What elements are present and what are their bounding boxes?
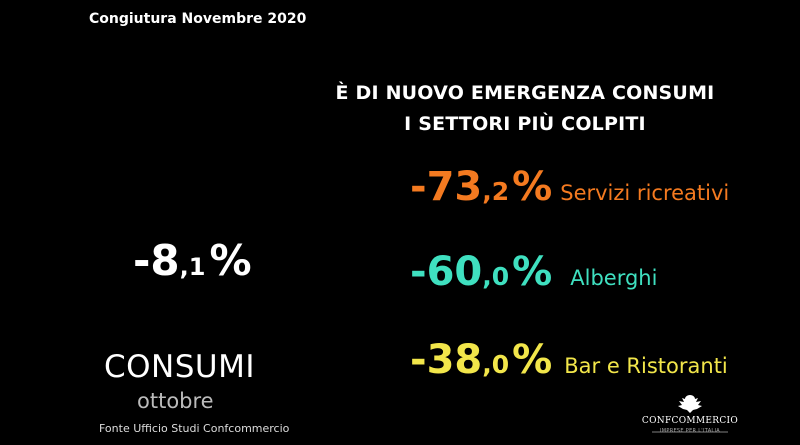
sector-value-dec: ,0: [482, 350, 510, 379]
sector-label: Servizi ricreativi: [560, 181, 730, 205]
logo-name: CONFCOMMERCIO: [641, 416, 739, 426]
source-note: Fonte Ufficio Studi Confcommercio: [99, 422, 290, 435]
logo-tagline: IMPRESE PER L'ITALIA: [660, 428, 720, 434]
sector-value-pct: %: [512, 164, 553, 210]
overall-consumption-stat: -8 ,1 %: [133, 236, 252, 285]
period-label: ottobre: [137, 389, 214, 413]
sector-row-bar-ristoranti: -38 ,0 % Bar e Ristoranti: [410, 337, 728, 383]
sector-label: Bar e Ristoranti: [564, 354, 728, 378]
confcommercio-eagle-icon: [652, 395, 728, 433]
sector-label: Alberghi: [570, 266, 658, 290]
sector-value-pct: %: [512, 249, 553, 295]
headline-line-2: I SETTORI PIÙ COLPITI: [404, 113, 646, 135]
sector-row-servizi: -73 ,2 % Servizi ricreativi: [410, 164, 729, 210]
sector-value-int: -73: [410, 164, 483, 210]
overall-value-pct: %: [209, 236, 252, 285]
sector-value-int: -60: [410, 249, 483, 295]
sector-row-alberghi: -60 ,0 % Alberghi: [410, 249, 657, 295]
sector-value-int: -38: [410, 337, 483, 383]
sector-value-dec: ,0: [482, 262, 510, 291]
headline-line-1: È DI NUOVO EMERGENZA CONSUMI: [335, 82, 715, 104]
report-title: Congiutura Novembre 2020: [89, 11, 307, 27]
sector-value-dec: ,2: [482, 177, 510, 206]
headline: È DI NUOVO EMERGENZA CONSUMI I SETTORI P…: [320, 78, 730, 140]
overall-value-dec: ,1: [179, 253, 206, 281]
consumi-title: CONSUMI: [104, 349, 255, 385]
overall-value-int: -8: [133, 236, 180, 285]
sector-value-pct: %: [512, 337, 553, 383]
